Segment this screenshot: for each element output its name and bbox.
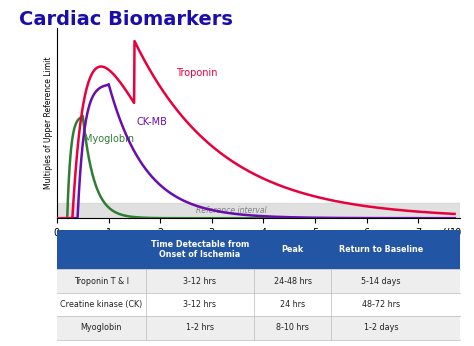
- Text: //: //: [442, 228, 449, 238]
- Text: 3-12 hrs: 3-12 hrs: [183, 300, 217, 309]
- Text: 8-10 hrs: 8-10 hrs: [276, 324, 309, 333]
- Text: 24-48 hrs: 24-48 hrs: [273, 276, 311, 285]
- Text: 3-12 hrs: 3-12 hrs: [183, 276, 217, 285]
- FancyBboxPatch shape: [57, 230, 460, 270]
- Text: Peak: Peak: [282, 245, 304, 254]
- Text: 1-2 hrs: 1-2 hrs: [186, 324, 214, 333]
- X-axis label: Days after onset of acute myocardial infarction: Days after onset of acute myocardial inf…: [159, 241, 357, 250]
- Text: Troponin: Troponin: [176, 68, 217, 78]
- Text: Return to Baseline: Return to Baseline: [339, 245, 423, 254]
- Text: 5-14 days: 5-14 days: [362, 276, 401, 285]
- Text: Reference interval: Reference interval: [196, 206, 267, 215]
- Bar: [57, 203, 460, 218]
- Text: 48-72 hrs: 48-72 hrs: [362, 300, 400, 309]
- Y-axis label: Multiples of Upper Reference Limit: Multiples of Upper Reference Limit: [44, 57, 53, 189]
- Text: Cardiac Biomarkers: Cardiac Biomarkers: [19, 10, 233, 29]
- Text: CK-MB: CK-MB: [137, 117, 168, 127]
- Text: Creatine kinase (CK): Creatine kinase (CK): [60, 300, 142, 309]
- Text: 24 hrs: 24 hrs: [280, 300, 305, 309]
- FancyBboxPatch shape: [57, 270, 460, 293]
- Text: Time Detectable from
Onset of Ischemia: Time Detectable from Onset of Ischemia: [151, 240, 249, 260]
- Text: 1-2 days: 1-2 days: [364, 324, 399, 333]
- Text: Troponin T & I: Troponin T & I: [73, 276, 129, 285]
- FancyBboxPatch shape: [57, 316, 460, 340]
- Text: Myoglobin: Myoglobin: [81, 324, 122, 333]
- Text: Myoglobin: Myoglobin: [84, 134, 134, 144]
- FancyBboxPatch shape: [57, 293, 460, 316]
- Text: 10: 10: [449, 228, 462, 238]
